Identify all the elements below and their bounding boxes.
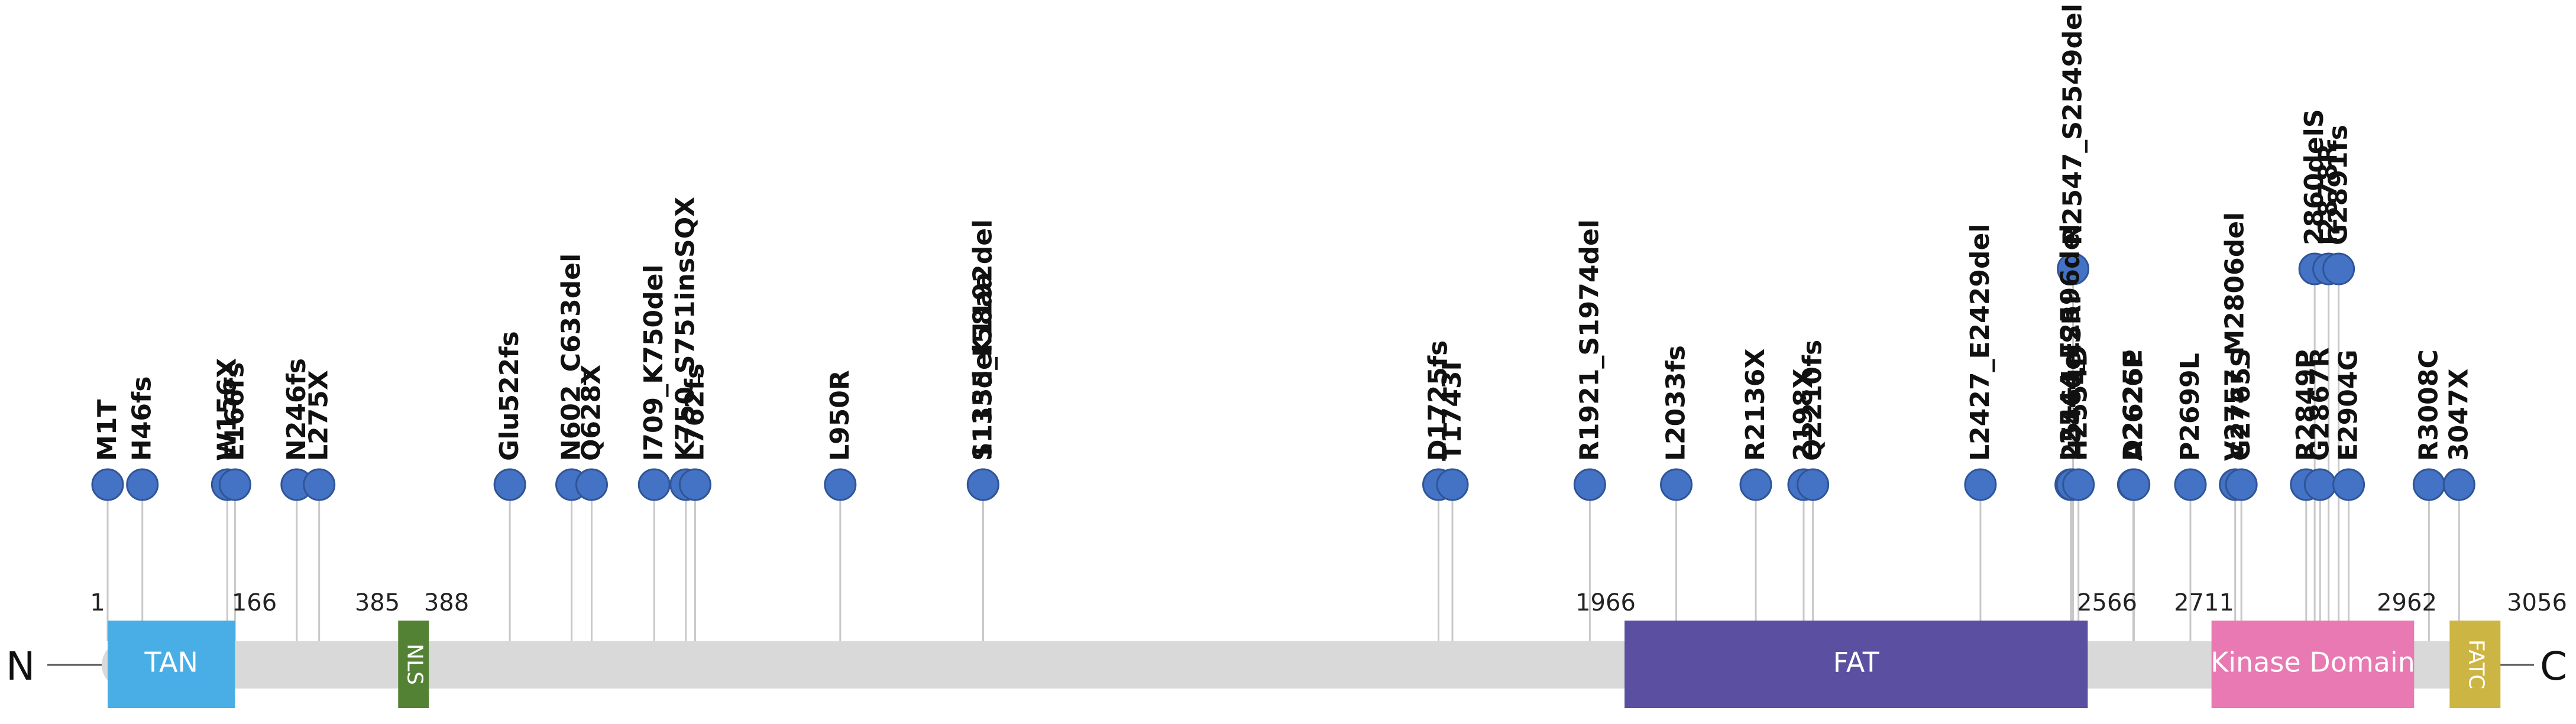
mutation-label: I709_K750del <box>639 264 669 461</box>
protein-backbone <box>102 641 2472 689</box>
domain-label: NLS <box>402 644 426 685</box>
mutation-label: D1725fs <box>1423 340 1454 461</box>
mutation-label: G2765S <box>2226 349 2256 461</box>
mutation-label: G2867R <box>2305 348 2335 461</box>
domain-nls <box>398 621 429 708</box>
mutation-label: L762fs <box>679 363 710 461</box>
domain-label: TAN <box>144 647 198 678</box>
position-label: 2962 <box>2377 589 2437 616</box>
mutation-label: H2554D <box>2063 345 2093 461</box>
domain-kinase-domain <box>2211 621 2415 708</box>
mutation-label: R3008C <box>2413 349 2444 461</box>
mutation-label: R2136X <box>1740 349 1771 461</box>
mutation-marker <box>2225 468 2258 501</box>
mutation-label: D2625E <box>2118 349 2148 461</box>
mutation-marker <box>2057 252 2090 285</box>
stem-layer <box>106 269 2460 641</box>
mutation-marker <box>2412 468 2445 501</box>
mutation-marker <box>1964 468 1997 501</box>
mutation-label: N602_C633del <box>556 254 587 461</box>
mutation-marker <box>2062 468 2095 501</box>
mutation-marker <box>1797 468 1830 501</box>
mutation-label: R1921_S1974del <box>1574 219 1604 461</box>
mutation-label: W156X <box>212 358 242 461</box>
mutation-label: E2904G <box>2334 349 2364 461</box>
mutation-marker <box>2118 468 2151 501</box>
mutation-label: G2891fs <box>2323 125 2354 245</box>
mutation-marker <box>126 468 159 501</box>
position-label: 388 <box>424 589 469 616</box>
mutation-label: M1T <box>92 400 122 461</box>
mutation-label: Q628X <box>576 365 606 461</box>
mutation-marker <box>218 468 251 501</box>
domain-tan <box>108 621 235 708</box>
mutation-label: L2427_E2429del <box>1965 224 1995 461</box>
mutation-marker <box>1573 468 1606 501</box>
position-label: 2566 <box>2077 589 2137 616</box>
mutation-label: L275X <box>304 370 334 461</box>
position-label: 385 <box>355 589 400 616</box>
position-label: 1 <box>90 589 105 616</box>
mutation-label: 2860delS <box>2299 109 2329 245</box>
mutation-label: R2849P <box>2291 349 2321 461</box>
mutation-label: V2757_M2806del <box>2220 212 2250 461</box>
position-label-layer: 1 166 385 388 1966 2566 2711 2962 3056 <box>90 589 2567 616</box>
mutation-label: L950R <box>825 370 855 461</box>
mutation-marker <box>91 468 124 501</box>
mutation-label: 1135del58aa <box>967 272 998 462</box>
mutation-label: N246fs <box>281 358 312 461</box>
mutation-label: E166fs <box>219 362 250 461</box>
mutation-marker-layer <box>91 252 2475 501</box>
mutation-marker <box>493 468 526 501</box>
mutation-label: L2033fs <box>1661 345 1691 461</box>
domain-fatc <box>2449 621 2501 708</box>
mutation-label: R2547_S2549del <box>2058 4 2088 245</box>
mutation-marker <box>575 468 608 501</box>
mutation-marker <box>637 468 671 501</box>
domain-label: Kinase Domain <box>2211 647 2415 678</box>
mutation-marker <box>966 468 999 501</box>
domain-label: FAT <box>1833 647 1880 678</box>
position-label: 166 <box>232 589 277 616</box>
mutation-marker <box>824 468 857 501</box>
mutation-marker <box>2174 468 2207 501</box>
domain-label: FATC <box>2464 639 2488 689</box>
mutation-label: Glu522fs <box>494 331 525 461</box>
mutation-label: S1135_K1192del <box>967 219 998 461</box>
n-terminus-label: N <box>6 644 35 689</box>
c-terminus-label: C <box>2540 644 2567 689</box>
position-label: 1966 <box>1575 589 1636 616</box>
position-label: 2711 <box>2174 589 2234 616</box>
mutation-marker <box>2442 468 2475 501</box>
mutation-marker <box>303 468 336 501</box>
mutation-label: H46fs <box>127 376 157 461</box>
mutation-label: 2546delSRI <box>2057 295 2087 461</box>
mutation-marker <box>1660 468 1693 501</box>
mutation-marker <box>2332 468 2365 501</box>
mutation-label: T1743I <box>1437 361 1467 461</box>
mutation-marker <box>1739 468 1772 501</box>
mutation-label: I2878R <box>2313 143 2344 245</box>
mutation-label: L2544_E2596del <box>2056 224 2086 461</box>
mutation-marker <box>2322 252 2355 285</box>
mutation-label: K750_S751insSQX <box>671 197 701 461</box>
mutation-label: 3047X <box>2444 369 2474 461</box>
domain-fat <box>1624 621 2088 708</box>
domain-layer: TAN NLS FAT Kinase Domain FATC <box>108 621 2501 708</box>
mutation-marker <box>2303 468 2336 501</box>
position-label: 3056 <box>2507 589 2567 616</box>
mutation-label: A2626P <box>2119 349 2149 461</box>
mutation-label: Q2210fs <box>1798 340 1828 461</box>
mutation-marker <box>678 468 711 501</box>
mutation-marker <box>1436 468 1469 501</box>
mutation-label: 2198X <box>1788 369 1818 461</box>
mutation-label: P2699L <box>2175 353 2205 461</box>
